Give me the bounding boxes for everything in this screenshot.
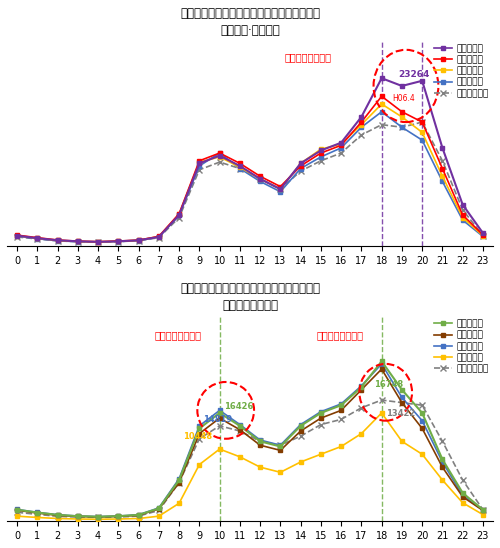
Text: 16748: 16748 bbox=[374, 380, 402, 389]
Text: 14819: 14819 bbox=[204, 415, 233, 424]
Text: 16426: 16426 bbox=[224, 402, 253, 411]
Text: H06.4: H06.4 bbox=[392, 94, 414, 104]
Text: 客流高峰聚集时段: 客流高峰聚集时段 bbox=[317, 330, 364, 340]
Text: 10448: 10448 bbox=[183, 432, 212, 441]
Title: 欢乐海岸双节假期客流时变情况（单位：人）
（上半假·期预测）: 欢乐海岸双节假期客流时变情况（单位：人） （上半假·期预测） bbox=[180, 7, 320, 37]
Text: 客流高峰聚集时段: 客流高峰聚集时段 bbox=[284, 52, 332, 62]
Text: 23264: 23264 bbox=[398, 70, 429, 79]
Legend: 假期第一天, 假期第二天, 假期第三天, 假期第四天, 历史周末均值: 假期第一天, 假期第二天, 假期第三天, 假期第四天, 历史周末均值 bbox=[434, 44, 488, 98]
Text: 13422: 13422 bbox=[386, 408, 415, 418]
Title: 欢乐海岸双节假期客流时变情况（单位：人）
（下半假期预测）: 欢乐海岸双节假期客流时变情况（单位：人） （下半假期预测） bbox=[180, 282, 320, 312]
Legend: 假期第五天, 假期第六天, 假期第七天, 假期第八天, 历史周末均值: 假期第五天, 假期第六天, 假期第七天, 假期第八天, 历史周末均值 bbox=[434, 319, 488, 373]
Text: 客流高峰聚集时段: 客流高峰聚集时段 bbox=[155, 330, 202, 340]
